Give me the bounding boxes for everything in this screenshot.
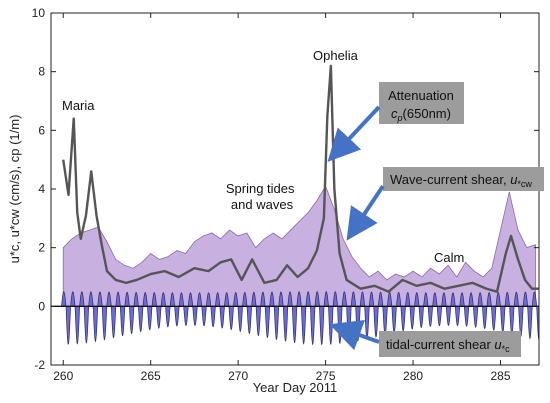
y-axis-title: u*c, u*cw (cm/s), cp (1/m) (7, 115, 22, 264)
wave-current-callout-box (383, 167, 544, 191)
x-axis-title: Year Day 2011 (253, 380, 338, 395)
tidal-callout-box (379, 331, 521, 357)
x-tick-label: 285 (491, 369, 511, 383)
wave-current-callout-arrow (346, 184, 385, 241)
y-tick-label: 4 (38, 182, 45, 196)
storm-maria-label: Maria (62, 98, 95, 113)
wave-current-shear-area (62, 185, 536, 307)
plot-area (61, 64, 539, 346)
spring-tides-line-1: Spring tides (226, 181, 295, 196)
x-tick-label: 280 (403, 369, 423, 383)
tidal-callout: tidal-current shear u*c (329, 320, 521, 357)
y-tick-label: 8 (38, 65, 45, 79)
tidal-callout-arrow (329, 320, 380, 351)
attenuation-callout-title: Attenuation (388, 88, 454, 103)
y-tick-label: -2 (34, 358, 45, 372)
spring-tides-label: Spring tides and waves (226, 181, 298, 212)
tidal-callout-text: tidal-current shear u*c (386, 337, 510, 354)
y-tick-label: 2 (38, 241, 45, 255)
y-tick-label: 0 (38, 299, 45, 313)
x-tick-label: 260 (53, 369, 73, 383)
attenuation-line (62, 64, 539, 293)
spring-tides-line-2: and waves (231, 197, 294, 212)
attenuation-callout-formula: cp(650nm) (391, 106, 451, 123)
x-tick-label: 270 (228, 369, 248, 383)
attenuation-callout: Attenuation cp(650nm) (327, 82, 464, 162)
y-tick-label: 6 (38, 123, 45, 137)
tick-layer: 260 265 270 275 280 285 -2 0 2 4 6 8 10 (32, 6, 539, 383)
tidal-current-shear-area (61, 291, 539, 346)
calm-label: Calm (434, 250, 464, 265)
x-tick-label: 265 (141, 369, 161, 383)
storm-ophelia-label: Ophelia (313, 48, 359, 63)
wave-current-callout: Wave-current shear, u*cw (346, 167, 544, 241)
wave-current-callout-text: Wave-current shear, u*cw (390, 172, 532, 189)
attenuation-callout-box (379, 82, 464, 124)
y-tick-label: 10 (32, 6, 46, 20)
x-tick-label: 275 (316, 369, 336, 383)
attenuation-callout-arrow (327, 105, 381, 162)
